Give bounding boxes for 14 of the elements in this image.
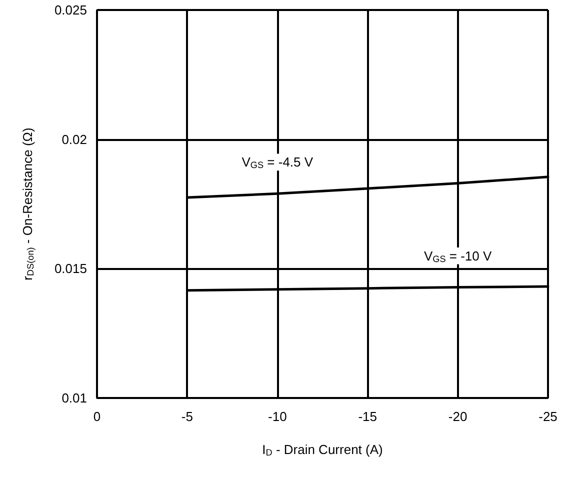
- x-tick-label: -20: [448, 409, 468, 424]
- y-tick-label: 0.02: [62, 132, 87, 147]
- series-label: VGS = -10 V: [424, 248, 492, 264]
- y-axis-title: rDS(on) - On-Resistance (Ω): [20, 128, 36, 280]
- y-tick-label: 0.015: [54, 261, 87, 276]
- x-tick-label: -10: [268, 409, 287, 424]
- x-tick-label: 0: [93, 409, 101, 424]
- x-tick-label: -5: [181, 409, 193, 424]
- y-tick-label: 0.025: [54, 2, 87, 18]
- x-tick-label: -15: [358, 409, 377, 424]
- x-tick-label: -25: [538, 409, 558, 424]
- series-label: VGS = -4.5 V: [242, 154, 314, 170]
- y-tick-label: 0.01: [62, 390, 87, 406]
- x-axis-title: ID - Drain Current (A): [262, 442, 383, 458]
